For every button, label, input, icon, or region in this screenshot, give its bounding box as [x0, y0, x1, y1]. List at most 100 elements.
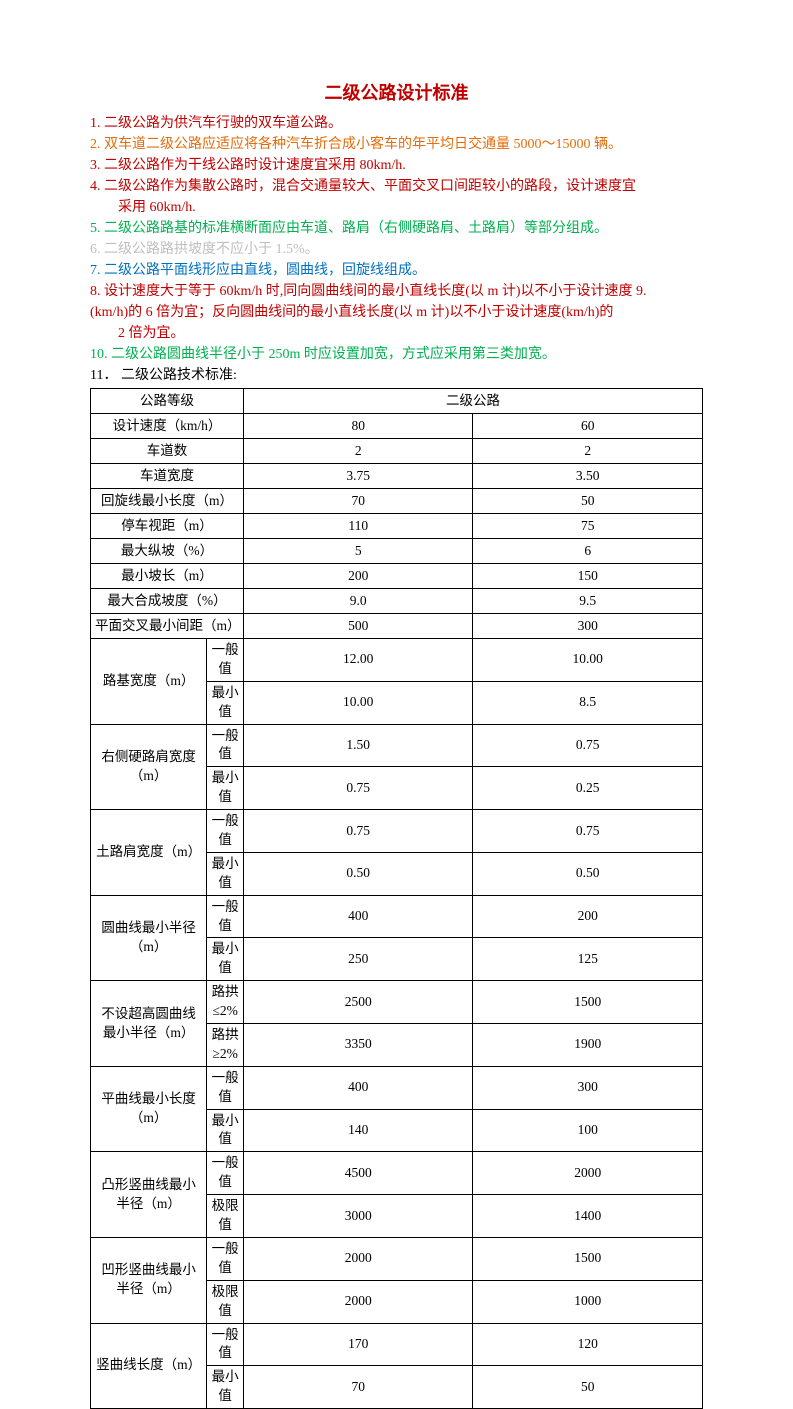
table-cell: 车道数 — [91, 439, 244, 464]
table-cell: 3000 — [243, 1195, 473, 1238]
table-cell: 4500 — [243, 1152, 473, 1195]
table-cell: 最小值 — [207, 681, 244, 724]
table-cell: 停车视距（m） — [91, 514, 244, 539]
table-cell: 最小值 — [207, 852, 244, 895]
list-item: 3. 二级公路作为干线公路时设计速度宜采用 80km/h. — [90, 155, 703, 176]
table-cell: 75 — [473, 514, 703, 539]
table-cell: 170 — [243, 1323, 473, 1366]
table-cell: 12.00 — [243, 639, 473, 682]
table-cell: 二级公路 — [243, 389, 702, 414]
table-row: 竖曲线长度（m）一般值170120 — [91, 1323, 703, 1366]
list-item: 10. 二级公路圆曲线半径小于 250m 时应设置加宽，方式应采用第三类加宽。 — [90, 344, 703, 365]
table-cell: 2500 — [243, 981, 473, 1024]
table-row: 右侧硬路肩宽度（m）一般值1.500.75 — [91, 724, 703, 767]
table-cell: 0.75 — [243, 810, 473, 853]
table-cell: 200 — [473, 895, 703, 938]
table-row: 土路肩宽度（m）一般值0.750.75 — [91, 810, 703, 853]
table-cell: 土路肩宽度（m） — [91, 810, 207, 896]
table-cell: 最小值 — [207, 1366, 244, 1409]
table-cell: 最大纵坡（%） — [91, 539, 244, 564]
table-cell: 1500 — [473, 1237, 703, 1280]
table-cell: 125 — [473, 938, 703, 981]
table-cell: 1400 — [473, 1195, 703, 1238]
table-cell: 0.75 — [243, 767, 473, 810]
list-item: 6. 二级公路路拱坡度不应小于 1.5%。 — [90, 239, 703, 260]
table-cell: 一般值 — [207, 639, 244, 682]
table-cell: 5 — [243, 539, 473, 564]
page-title: 二级公路设计标准 — [90, 80, 703, 107]
list-item: 1. 二级公路为供汽车行驶的双车道公路。 — [90, 113, 703, 134]
table-cell: 3.50 — [473, 464, 703, 489]
list-item: (km/h)的 6 倍为宜；反向圆曲线间的最小直线长度(以 m 计)以不小于设计… — [90, 302, 703, 323]
table-cell: 8.5 — [473, 681, 703, 724]
table-cell: 1000 — [473, 1280, 703, 1323]
table-cell: 400 — [243, 895, 473, 938]
table-cell: 120 — [473, 1323, 703, 1366]
table-cell: 一般值 — [207, 1066, 244, 1109]
standards-table: 公路等级二级公路设计速度（km/h）8060车道数22车道宽度3.753.50回… — [90, 388, 703, 1409]
table-cell: 一般值 — [207, 1152, 244, 1195]
table-cell: 2000 — [243, 1237, 473, 1280]
table-cell: 平面交叉最小间距（m） — [91, 614, 244, 639]
list-item: 8. 设计速度大于等于 60km/h 时,同向圆曲线间的最小直线长度(以 m 计… — [90, 281, 703, 302]
table-row: 停车视距（m）11075 — [91, 514, 703, 539]
table-cell: 140 — [243, 1109, 473, 1152]
table-row: 凸形竖曲线最小半径（m）一般值45002000 — [91, 1152, 703, 1195]
table-cell: 车道宽度 — [91, 464, 244, 489]
table-cell: 400 — [243, 1066, 473, 1109]
table-row: 圆曲线最小半径（m）一般值400200 — [91, 895, 703, 938]
table-cell: 设计速度（km/h） — [91, 414, 244, 439]
table-row: 不设超高圆曲线最小半径（m）路拱≤2%25001500 — [91, 981, 703, 1024]
table-cell: 最小值 — [207, 1109, 244, 1152]
table-cell: 最小值 — [207, 938, 244, 981]
table-cell: 10.00 — [243, 681, 473, 724]
list-item: 4. 二级公路作为集散公路时，混合交通量较大、平面交叉口间距较小的路段，设计速度… — [90, 176, 703, 197]
list-item: 2 倍为宜。 — [90, 323, 703, 344]
table-cell: 最小值 — [207, 767, 244, 810]
table-cell: 路基宽度（m） — [91, 639, 207, 725]
table-cell: 9.5 — [473, 589, 703, 614]
list-item: 2. 双车道二级公路应适应将各种汽车折合成小客车的年平均日交通量 5000～15… — [90, 134, 703, 155]
table-cell: 0.75 — [473, 724, 703, 767]
table-cell: 回旋线最小长度（m） — [91, 489, 244, 514]
table-cell: 6 — [473, 539, 703, 564]
table-cell: 60 — [473, 414, 703, 439]
table-cell: 右侧硬路肩宽度（m） — [91, 724, 207, 810]
table-cell: 2000 — [473, 1152, 703, 1195]
table-row: 平面交叉最小间距（m）500300 — [91, 614, 703, 639]
table-cell: 最大合成坡度（%） — [91, 589, 244, 614]
table-cell: 0.75 — [473, 810, 703, 853]
table-cell: 平曲线最小长度（m） — [91, 1066, 207, 1152]
table-cell: 50 — [473, 489, 703, 514]
table-cell: 250 — [243, 938, 473, 981]
table-cell: 圆曲线最小半径（m） — [91, 895, 207, 981]
list-item: 采用 60km/h. — [90, 197, 703, 218]
table-row: 最小坡长（m）200150 — [91, 564, 703, 589]
table-cell: 路拱≥2% — [207, 1024, 244, 1067]
table-cell: 110 — [243, 514, 473, 539]
table-cell: 公路等级 — [91, 389, 244, 414]
table-row: 回旋线最小长度（m）7050 — [91, 489, 703, 514]
table-cell: 3.75 — [243, 464, 473, 489]
table-cell: 10.00 — [473, 639, 703, 682]
table-row: 设计速度（km/h）8060 — [91, 414, 703, 439]
table-cell: 70 — [243, 489, 473, 514]
table-cell: 凸形竖曲线最小半径（m） — [91, 1152, 207, 1238]
table-cell: 70 — [243, 1366, 473, 1409]
table-cell: 0.25 — [473, 767, 703, 810]
list-item: 5. 二级公路路基的标准横断面应由车道、路肩（右侧硬路肩、土路肩）等部分组成。 — [90, 218, 703, 239]
table-row: 凹形竖曲线最小半径（m）一般值20001500 — [91, 1237, 703, 1280]
table-row: 车道数22 — [91, 439, 703, 464]
table-cell: 3350 — [243, 1024, 473, 1067]
table-cell: 2 — [473, 439, 703, 464]
table-cell: 凹形竖曲线最小半径（m） — [91, 1237, 207, 1323]
document-page: 二级公路设计标准 1. 二级公路为供汽车行驶的双车道公路。2. 双车道二级公路应… — [0, 0, 793, 1122]
table-cell: 不设超高圆曲线最小半径（m） — [91, 981, 207, 1067]
table-cell: 1500 — [473, 981, 703, 1024]
table-cell: 200 — [243, 564, 473, 589]
list-item: 7. 二级公路平面线形应由直线，圆曲线，回旋线组成。 — [90, 260, 703, 281]
table-row: 车道宽度3.753.50 — [91, 464, 703, 489]
table-cell: 极限值 — [207, 1195, 244, 1238]
table-cell: 一般值 — [207, 895, 244, 938]
table-row: 平曲线最小长度（m）一般值400300 — [91, 1066, 703, 1109]
